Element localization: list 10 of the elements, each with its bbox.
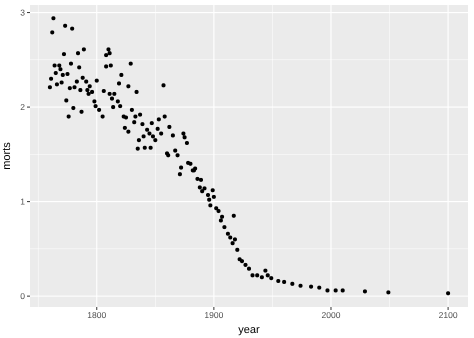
y-tick-label: 2: [20, 102, 26, 112]
x-axis-title: year: [238, 324, 260, 336]
x-tick-label: 1900: [204, 310, 224, 320]
y-tick-label: 0: [20, 290, 26, 301]
x-tick-label: 1800: [87, 310, 106, 320]
x-tick-label: 2000: [322, 310, 341, 320]
y-tick-label: 3: [20, 7, 26, 18]
y-tick-label: 1: [20, 196, 26, 206]
y-axis-title: morts: [1, 142, 13, 170]
x-tick-label: 2100: [438, 310, 458, 320]
